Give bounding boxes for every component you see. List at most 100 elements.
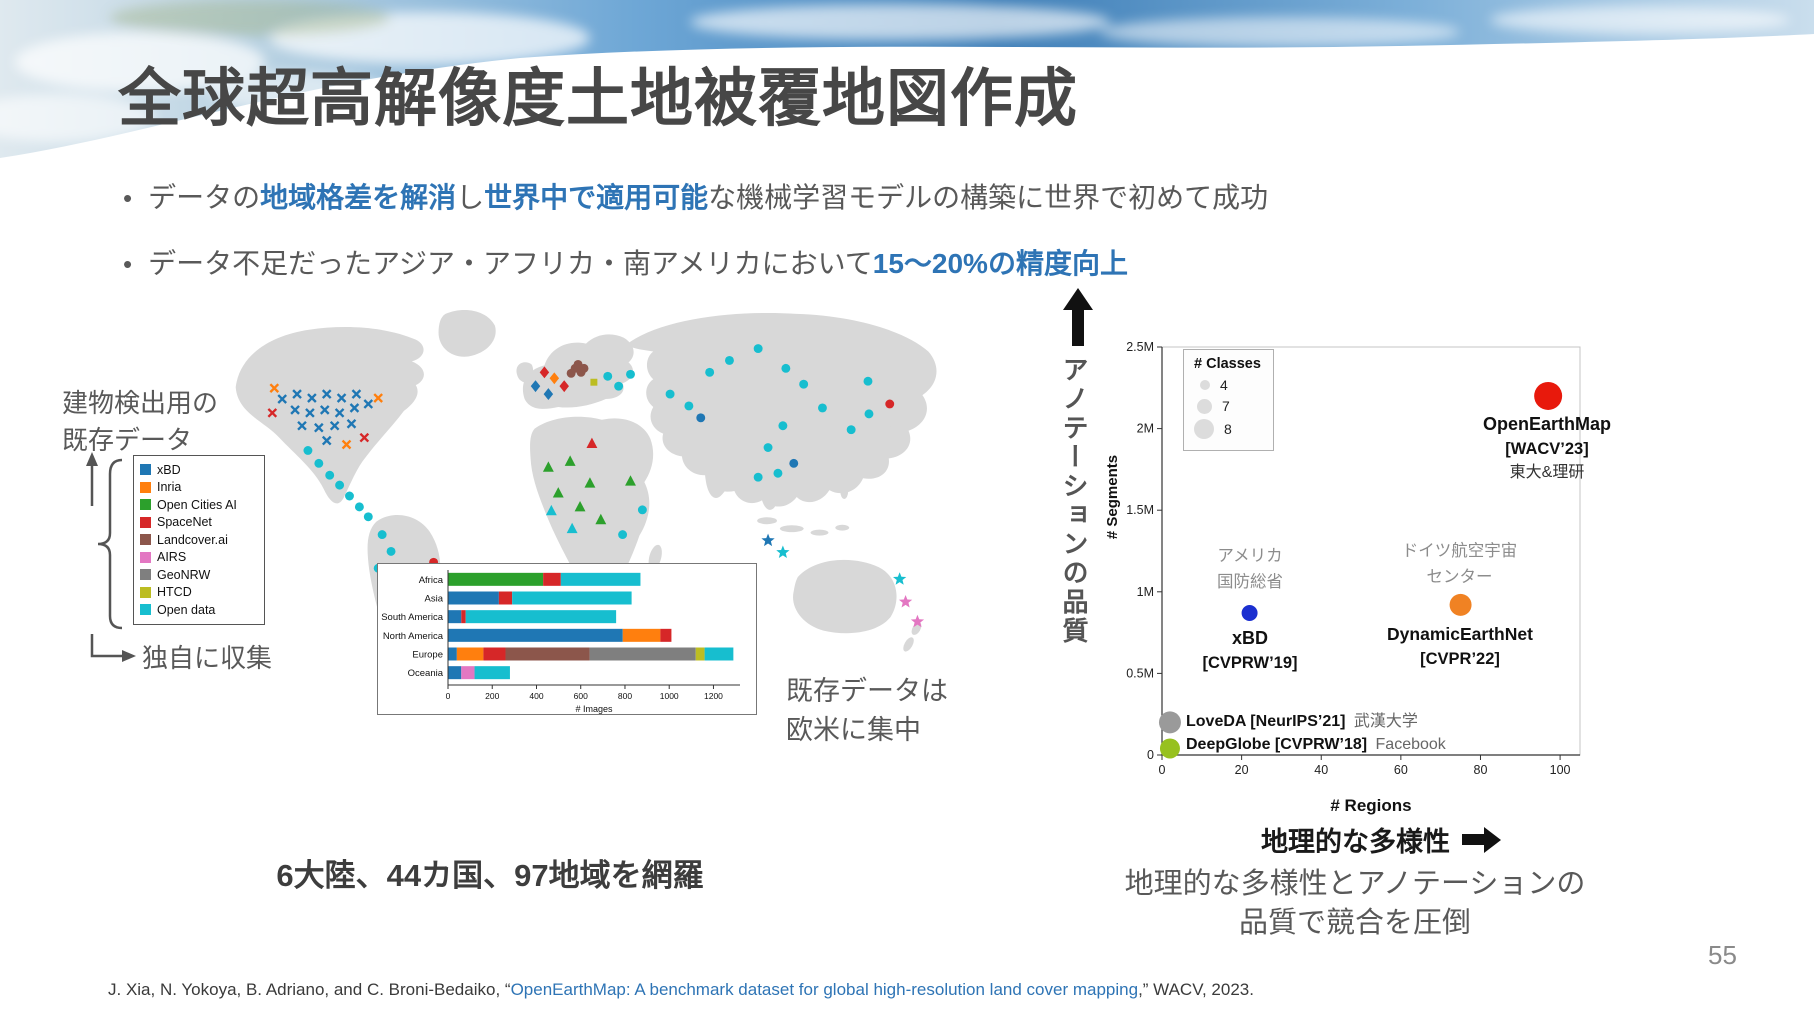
legend-label: SpaceNet — [157, 515, 212, 530]
map-marker — [363, 512, 373, 522]
map-marker — [799, 379, 809, 389]
loveda-name: LoveDA [NeurIPS’21] — [1186, 713, 1346, 730]
map-marker — [346, 418, 357, 429]
den-org-line2: センター — [1426, 568, 1493, 586]
map-marker — [530, 380, 541, 393]
regions-axis-label: # Regions — [1330, 796, 1412, 815]
map-marker — [336, 393, 347, 403]
svg-text:200: 200 — [485, 691, 499, 701]
scatter-caption-line1: 地理的な多様性とアノテーションの — [1124, 868, 1586, 900]
right-arrow-icon — [122, 650, 136, 662]
classes-size-legend: # Classes 4 7 8 — [1183, 349, 1274, 451]
svg-text:40: 40 — [1314, 763, 1328, 777]
classes-legend-item: 8 — [1194, 419, 1261, 439]
map-marker — [684, 401, 694, 411]
map-marker — [543, 388, 554, 401]
legend-swatch — [140, 586, 151, 598]
citation-pre: J. Xia, N. Yokoya, B. Adriano, and C. Br… — [108, 980, 511, 999]
map-marker — [595, 513, 607, 525]
map-marker — [359, 432, 370, 443]
legend-swatch — [140, 534, 151, 546]
legend-swatch — [140, 551, 151, 563]
legend-label: GeoNRW — [157, 567, 211, 582]
scatter-point-deepglobe — [1159, 738, 1180, 759]
map-marker — [603, 371, 613, 381]
map-marker — [297, 420, 307, 431]
legend-item: GeoNRW — [140, 566, 258, 584]
map-marker — [539, 366, 550, 379]
map-marker — [818, 403, 827, 413]
svg-text:South America: South America — [381, 612, 443, 623]
map-note-line2: 欧米に集中 — [786, 715, 921, 745]
svg-text:1.5M: 1.5M — [1126, 503, 1154, 517]
map-marker — [590, 378, 598, 386]
bullet-1-text: データの地域格差を解消し世界中で適用可能な機械学習モデルの構築に世界で初めて成功 — [148, 178, 1268, 218]
map-marker — [334, 408, 345, 418]
map-marker — [319, 405, 330, 415]
citation-link[interactable]: OpenEarthMap: A benchmark dataset for gl… — [510, 980, 1139, 999]
map-marker — [329, 420, 340, 431]
xbd-org-label: アメリカ 国防総省 — [1175, 543, 1325, 595]
page-number: 55 — [1708, 940, 1737, 970]
map-marker — [665, 389, 675, 399]
openearthmap-label: OpenEarthMap [WACV’23] 東大&理研 — [1452, 412, 1642, 485]
map-marker — [566, 368, 576, 378]
text-segment: データの — [148, 182, 261, 213]
map-marker — [549, 372, 560, 385]
legend-label: HTCD — [157, 585, 192, 600]
text-segment: データ不足だったアジア・アフリカ・南アメリカにおいて — [148, 248, 873, 279]
xbd-org-line2: 国防総省 — [1217, 573, 1283, 591]
map-marker — [574, 500, 586, 512]
map-note: 既存データは 欧米に集中 — [786, 672, 948, 750]
map-marker — [277, 394, 288, 404]
scatter-chart: 0 0.5M 1M 1.5M 2M 2.5M 0 20 40 60 80 100 — [1126, 340, 1581, 777]
svg-text:0: 0 — [1147, 748, 1154, 762]
svg-text:Asia: Asia — [425, 594, 444, 605]
bullet-marker: • — [123, 183, 133, 213]
map-marker — [696, 413, 706, 423]
map-marker — [778, 421, 788, 431]
xbd-name: xBD — [1231, 628, 1268, 648]
svg-text:0: 0 — [446, 691, 451, 701]
earth-banner-image — [0, 0, 1814, 158]
legend-swatch — [140, 481, 151, 493]
scatter-point-openearthmap — [1534, 381, 1563, 410]
legend-swatch — [140, 569, 151, 581]
legend-item: SpaceNet — [140, 514, 258, 532]
svg-text:0: 0 — [1159, 763, 1166, 777]
map-marker — [626, 369, 635, 379]
legend-label: Open data — [157, 602, 216, 617]
classes-legend-item: 4 — [1194, 377, 1261, 393]
map-marker — [773, 468, 783, 478]
map-marker — [325, 470, 335, 480]
map-marker — [893, 572, 907, 585]
svg-text:1000: 1000 — [660, 691, 679, 701]
loveda-label: LoveDA [NeurIPS’21] 武漢大学 — [1186, 707, 1418, 731]
legend-swatch — [140, 604, 151, 616]
map-marker — [776, 545, 790, 559]
size-circle-icon — [1200, 380, 1210, 390]
svg-text:North America: North America — [383, 631, 444, 642]
scatter-point-loveda — [1158, 711, 1181, 734]
bar-chart: Africa Asia South America North America Euro… — [381, 570, 740, 714]
existing-data-label-line2: 既存データ — [62, 425, 193, 455]
collected-data-label: 独自に収集 — [142, 643, 273, 673]
legend-swatch — [140, 464, 151, 476]
bullet-2-text: データ不足だったアジア・アフリカ・南アメリカにおいて15～20%の精度向上 — [148, 244, 1128, 284]
map-marker — [618, 530, 628, 540]
map-note-line1: 既存データは — [786, 676, 948, 706]
existing-data-label: 建物検出用の 既存データ — [62, 385, 218, 459]
map-marker — [321, 435, 332, 446]
dynamicearthnet-label: DynamicEarthNet [CVPR’22] — [1345, 622, 1575, 671]
world-map — [235, 309, 937, 660]
map-marker — [863, 376, 873, 386]
map-marker — [579, 363, 589, 373]
legend-label: xBD — [157, 462, 181, 477]
map-marker — [586, 437, 598, 449]
svg-text:800: 800 — [618, 691, 632, 701]
scatter-point-xbd — [1241, 605, 1258, 622]
svg-text:Oceania: Oceania — [408, 668, 444, 679]
map-marker — [705, 367, 715, 377]
map-marker — [625, 475, 636, 486]
